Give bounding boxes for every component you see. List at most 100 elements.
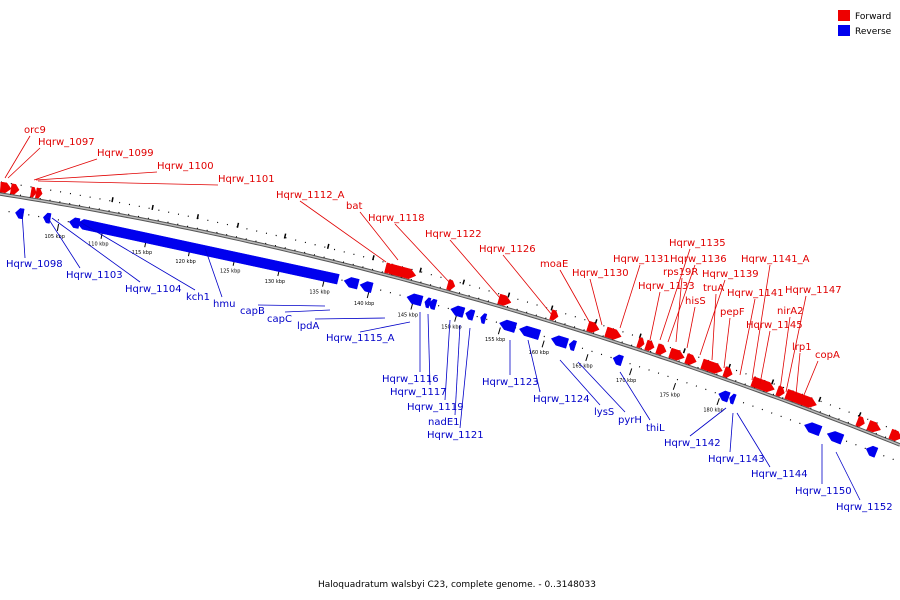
leader-line [729, 412, 734, 453]
forward-gene-arrow [586, 320, 600, 333]
forward-tick-mark [111, 197, 114, 203]
forward-gene-arrow [684, 353, 697, 365]
reverse-gene-arrow [826, 431, 845, 445]
tick-mark [585, 354, 589, 362]
forward-tick-mark [818, 396, 822, 402]
leader-line [589, 278, 603, 326]
forward-gene-label: nirA2 [777, 306, 803, 317]
forward-gene-label: bat [346, 201, 362, 212]
legend-reverse-swatch [838, 25, 850, 36]
reverse-gene-label: Hqrw_1124 [533, 394, 590, 405]
leader-line [527, 339, 541, 393]
forward-tick-mark [326, 243, 330, 249]
forward-tick-mark [462, 279, 466, 285]
tick-label: 140 kbp [354, 301, 374, 307]
leader-line [79, 221, 196, 291]
reverse-gene-arrow [568, 340, 578, 352]
reverse-gene-label: Hqrw_1115_A [326, 333, 395, 344]
forward-gene-label: Hqrw_1131 [613, 254, 670, 265]
forward-gene-label: Hqrw_1147 [785, 285, 842, 296]
forward-gene-arrow [35, 187, 43, 199]
backbone-highlight [0, 193, 900, 446]
leader-line [37, 180, 219, 186]
forward-gene-label: Hqrw_1141 [727, 288, 784, 299]
forward-gene-label: Hqrw_1135 [669, 238, 726, 249]
tick-mark [497, 327, 501, 335]
tick-label: 145 kbp [398, 312, 418, 318]
reverse-gene-arrow [718, 390, 731, 403]
legend-forward-swatch [838, 10, 850, 21]
tick-mark [672, 382, 677, 390]
forward-gene-label: copA [815, 350, 840, 361]
forward-gene-label: Hqrw_1100 [157, 161, 214, 172]
leader-line [359, 321, 411, 333]
forward-tick-mark [372, 255, 375, 261]
forward-tick-mark [550, 305, 554, 311]
reverse-gene-label: lysS [594, 407, 614, 418]
leader-line [33, 158, 98, 181]
forward-gene-arrow [855, 415, 865, 428]
forward-tick-mark [682, 348, 686, 354]
forward-gene-arrow [668, 347, 685, 361]
reverse-gene-arrow [519, 325, 542, 341]
leader-line [739, 298, 756, 376]
forward-gene-label: truA [703, 283, 724, 294]
forward-gene-arrow [10, 183, 20, 195]
forward-gene-label: Hqrw_1101 [218, 174, 275, 185]
forward-gene-label: Hqrw_1130 [572, 268, 629, 279]
forward-gene-label: Hqrw_1139 [702, 269, 759, 280]
tick-label: 120 kbp [175, 259, 195, 265]
reverse-gene-label: Hqrw_1117 [390, 387, 447, 398]
leader-line [454, 324, 461, 416]
leader-line [779, 316, 791, 391]
leader-line [359, 211, 399, 261]
reverse-gene-arrow [465, 309, 476, 321]
forward-tick-mark [236, 222, 240, 228]
forward-gene-label: orc9 [24, 125, 46, 136]
reverse-gene-arrow [343, 277, 360, 290]
reverse-gene-label: Hqrw_1116 [382, 374, 439, 385]
reverse-gene-label: Hqrw_1119 [407, 402, 464, 413]
leader-line [723, 317, 731, 369]
leader-line [675, 277, 683, 343]
forward-gene-label: Hqrw_1112_A [276, 190, 345, 201]
legend-reverse-label: Reverse [855, 27, 892, 37]
leader-line [803, 360, 819, 396]
forward-gene-arrow [388, 263, 417, 280]
forward-gene-label: Hqrw_1145 [746, 320, 803, 331]
tick-label: 160 kbp [529, 350, 549, 356]
forward-gene-arrow [446, 279, 456, 291]
leader-line [759, 330, 771, 385]
reverse-gene-label: lpdA [297, 321, 319, 332]
legend-forward-label: Forward [855, 12, 891, 22]
forward-gene-arrow [636, 337, 645, 349]
leader-line [4, 135, 31, 179]
reverse-gene-arrow [15, 208, 25, 220]
reverse-gene-label: Hqrw_1152 [836, 502, 893, 513]
leader-line [35, 171, 158, 181]
reverse-gene-arrow [428, 298, 438, 311]
reverse-gene-label: hmu [213, 299, 235, 310]
forward-gene-arrow [722, 366, 733, 378]
reverse-gene-label: Hqrw_1142 [664, 438, 721, 449]
reverse-gene-arrow [359, 281, 374, 294]
leader-line [394, 223, 451, 284]
leader-line [204, 247, 223, 298]
tick-label: 170 kbp [616, 378, 636, 384]
tick-label: 115 kbp [132, 250, 152, 256]
leader-line [51, 217, 141, 283]
forward-gene-label: Hqrw_1136 [670, 254, 727, 265]
leader-line [257, 304, 326, 307]
forward-gene-arrow [644, 339, 655, 352]
leader-line [686, 306, 696, 349]
reverse-gene-label: Hqrw_1143 [708, 454, 765, 465]
tracks: 105 kbp 110 kbp 115 kbp 120 kbp 125 kbp 130 k… [0, 181, 900, 462]
leader-line [667, 264, 696, 343]
leader-line [619, 264, 641, 329]
leader-line [795, 352, 801, 396]
forward-gene-arrow [655, 343, 667, 355]
forward-tick-mark [507, 292, 511, 298]
reverse-gene-label: Hqrw_1098 [6, 259, 63, 270]
tick-mark [716, 398, 720, 406]
